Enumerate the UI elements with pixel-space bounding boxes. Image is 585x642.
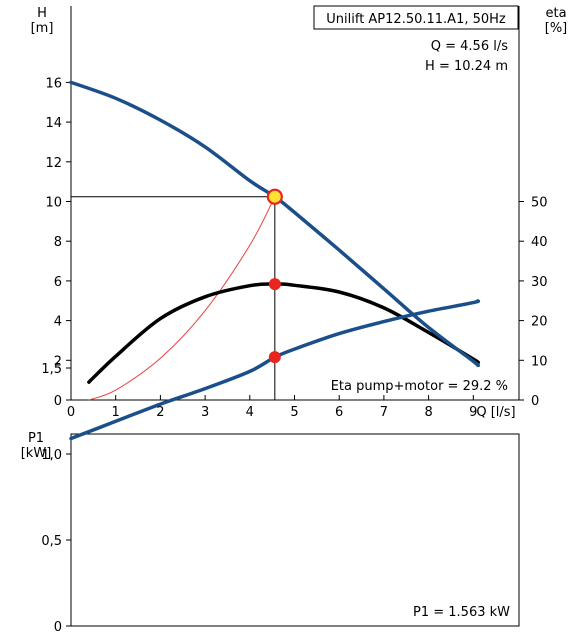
p1-tick-label: 0 bbox=[54, 620, 62, 635]
x-tick-label: 0 bbox=[67, 405, 75, 420]
operating-point-power-marker bbox=[268, 351, 281, 364]
x-tick-label: 2 bbox=[156, 405, 164, 420]
y2-tick-label: 50 bbox=[531, 196, 548, 211]
y-tick-label: 16 bbox=[45, 76, 62, 91]
x-tick-label: 7 bbox=[380, 405, 388, 420]
operating-point-flow: Q = 4.56 l/s bbox=[431, 39, 508, 54]
x-tick-label: 8 bbox=[424, 405, 432, 420]
operating-point-head-marker bbox=[266, 188, 283, 205]
x-tick-label: 3 bbox=[201, 405, 209, 420]
y2-tick-label: 30 bbox=[531, 275, 548, 290]
x-tick-label: 9 bbox=[469, 405, 477, 420]
y-tick-label: 4 bbox=[54, 315, 62, 330]
y2-tick-label: 10 bbox=[531, 354, 548, 369]
y2-tick-label: 20 bbox=[531, 315, 548, 330]
y-axis-label-unit: [m] bbox=[31, 21, 54, 36]
y-tick-label: 6 bbox=[54, 275, 62, 290]
p1-axis-label-unit: [kW] bbox=[21, 446, 52, 461]
x-tick-label: 5 bbox=[290, 405, 298, 420]
p1-tick-label: 0,5 bbox=[41, 534, 62, 549]
y2-tick-label: 40 bbox=[531, 235, 548, 250]
operating-point-efficiency-marker bbox=[268, 278, 281, 291]
power-annotation: P1 = 1.563 kW bbox=[413, 605, 510, 620]
p1-tick-label: 1,5 bbox=[41, 362, 62, 377]
upper-ticks: 0 1 2 3 4 5 6 7 8 9Q [l/s]02468101214160102030405… bbox=[45, 76, 547, 420]
head-curve bbox=[69, 80, 481, 368]
y-tick-label: 0 bbox=[54, 394, 62, 409]
y-tick-label: 2 bbox=[54, 354, 62, 369]
y-tick-label: 12 bbox=[45, 156, 62, 171]
chart-title: Unilift AP12.50.11.A1, 50Hz bbox=[326, 12, 506, 27]
power-chart-frame bbox=[70, 433, 520, 627]
y-tick-label: 14 bbox=[45, 116, 62, 131]
p1-tick-label: 1,0 bbox=[41, 448, 62, 463]
x-tick-label: 1 bbox=[112, 405, 120, 420]
p1-axis-label-symbol: P1 bbox=[28, 431, 44, 446]
efficiency-curve bbox=[87, 282, 481, 384]
x-tick-label: Q [l/s] bbox=[476, 405, 515, 420]
system-curve bbox=[88, 196, 276, 401]
x-tick-label: 4 bbox=[246, 405, 254, 420]
efficiency-annotation: Eta pump+motor = 29.2 % bbox=[331, 379, 508, 394]
y-axis-label-symbol: H bbox=[37, 6, 47, 21]
power-curve bbox=[69, 299, 481, 441]
y2-axis-label-symbol: eta bbox=[545, 6, 566, 21]
y2-tick-label: 0 bbox=[531, 394, 539, 409]
y-tick-label: 10 bbox=[45, 196, 62, 211]
x-tick-label: 6 bbox=[335, 405, 343, 420]
operating-point-head: H = 10.24 m bbox=[425, 59, 508, 74]
title-box bbox=[313, 5, 519, 30]
y-tick-label: 8 bbox=[54, 235, 62, 250]
head-eta-chart: H [m] eta [%] Unilift AP12.50.11.A1, 50H… bbox=[31, 5, 568, 420]
y2-axis-label-unit: [%] bbox=[545, 21, 568, 36]
power-chart: P1 [kW] 0 0,5 1,0 1,5 P1 = 1.563 kW bbox=[21, 299, 520, 635]
lower-ticks: 0 0,5 1,0 1,5 bbox=[41, 362, 71, 635]
